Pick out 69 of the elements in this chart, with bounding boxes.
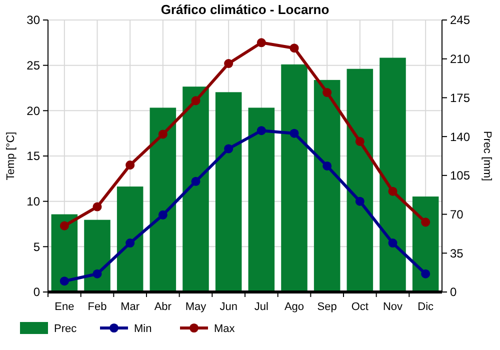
x-tick-label: Nov (382, 301, 404, 313)
legend-label: Min (134, 322, 152, 335)
point (224, 144, 234, 154)
point (388, 238, 398, 248)
x-tick-label: Sep (317, 301, 337, 313)
bar (182, 86, 209, 292)
bar (346, 68, 374, 292)
x-tick-label: Jul (254, 301, 268, 313)
point (421, 269, 430, 278)
y-tick-label: 10 (26, 194, 40, 209)
bar (51, 214, 78, 292)
point (322, 88, 332, 98)
x-tick-label: Mar (120, 301, 140, 313)
y-tick-label: 5 (33, 240, 40, 254)
x-tick-label: Ago (284, 301, 304, 313)
bar (380, 58, 406, 292)
point (92, 202, 102, 212)
point (126, 160, 135, 170)
y-tick-label: 15 (26, 149, 40, 164)
point (191, 96, 200, 106)
point (290, 44, 299, 53)
x-tick-label: Abr (154, 301, 172, 313)
y-tick-label: 20 (26, 104, 40, 118)
legend-label: Max (214, 322, 236, 335)
point (355, 196, 364, 206)
y2-tick-label: 140 (450, 130, 470, 144)
y-tick-label: 30 (26, 13, 40, 28)
y-axis-title: Temp [°C] (5, 132, 17, 180)
bar (281, 64, 308, 292)
point (256, 38, 266, 48)
bar (248, 108, 275, 292)
bar (150, 108, 176, 292)
x-tick-label: Oct (351, 301, 368, 313)
bar (84, 220, 110, 292)
y2-tick-label: 35 (450, 246, 464, 260)
point (92, 269, 102, 278)
y2-axis-title: Prec [mm] (481, 130, 493, 182)
point (191, 176, 200, 186)
legend-label: Prec (54, 322, 78, 335)
point (322, 161, 332, 170)
point (355, 136, 364, 146)
point (158, 210, 168, 220)
y-tick-label: 0 (33, 285, 40, 300)
point (290, 128, 299, 138)
x-tick-label: Jun (220, 301, 238, 313)
point (126, 238, 135, 248)
y2-tick-label: 0 (450, 285, 457, 300)
bar (215, 92, 242, 292)
y2-tick-label: 175 (450, 90, 470, 105)
bar (116, 186, 144, 292)
bar (314, 80, 340, 292)
chart-title: Gráfico climático - Locarno (160, 2, 330, 17)
point (60, 276, 69, 286)
y-tick-label: 25 (26, 58, 40, 73)
point (60, 221, 69, 230)
point (224, 59, 234, 68)
x-tick-label: May (185, 301, 207, 313)
point (158, 130, 168, 139)
point (421, 218, 430, 227)
y2-tick-label: 245 (450, 13, 470, 28)
y2-tick-label: 70 (450, 207, 464, 222)
x-tick-label: Dic (418, 301, 434, 313)
bar (412, 196, 439, 292)
y2-tick-label: 210 (450, 52, 470, 66)
point (256, 126, 266, 136)
x-tick-label: Ene (54, 301, 74, 313)
point (388, 186, 398, 196)
y2-tick-label: 105 (450, 168, 470, 183)
x-tick-label: Feb (88, 301, 107, 313)
